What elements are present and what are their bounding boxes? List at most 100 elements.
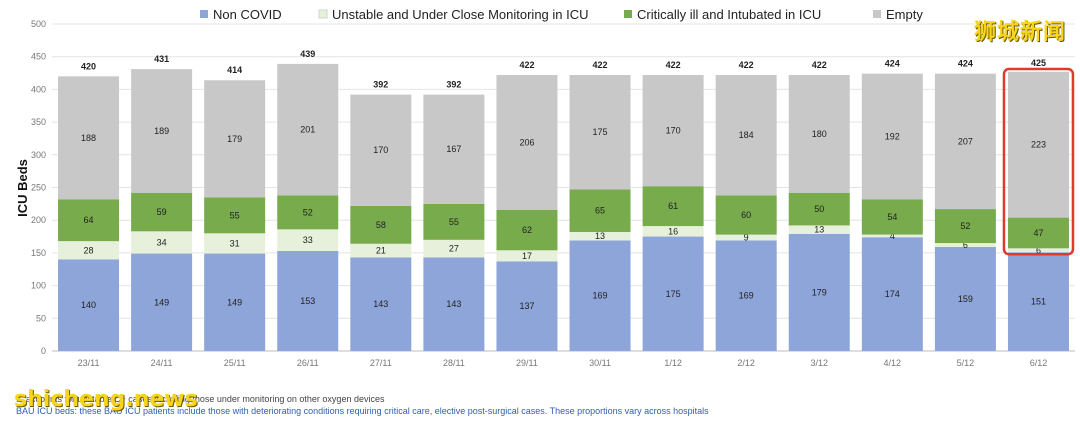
bar-value-label: 33 <box>303 235 313 245</box>
bar-value-label: 9 <box>744 233 749 243</box>
bar-segment <box>715 75 777 196</box>
bar-segment <box>204 197 266 234</box>
bar-value-label: 55 <box>230 210 240 220</box>
bar-value-label: 47 <box>1033 228 1043 238</box>
x-tick-label: 5/12 <box>957 358 975 368</box>
y-axis-title: ICU Beds <box>15 159 30 217</box>
x-tick-label: 28/11 <box>443 358 465 368</box>
x-tick-label: 6/12 <box>1030 358 1048 368</box>
y-tick-label: 100 <box>31 281 46 291</box>
y-tick-label: 250 <box>31 183 46 193</box>
bar-segment <box>788 75 850 193</box>
bar-segment <box>58 76 120 200</box>
bar-value-label: 50 <box>814 204 824 214</box>
bar-total-label: 414 <box>227 65 242 75</box>
bar-value-label: 137 <box>519 301 534 311</box>
y-tick-label: 0 <box>41 346 46 356</box>
bar-value-label: 13 <box>595 231 605 241</box>
bar-value-label: 55 <box>449 217 459 227</box>
y-tick-label: 200 <box>31 215 46 225</box>
x-tick-label: 24/11 <box>151 358 173 368</box>
x-tick-label: 2/12 <box>737 358 755 368</box>
bar-value-label: 59 <box>157 207 167 217</box>
legend-label: Empty <box>886 7 923 22</box>
bars: 1402864188420149345918943114931551794141… <box>58 49 1075 351</box>
bar-value-label: 201 <box>300 125 315 135</box>
legend-swatch <box>873 10 881 18</box>
bar-segment <box>569 240 631 351</box>
bar-value-label: 65 <box>595 206 605 216</box>
bar-value-label: 169 <box>739 291 754 301</box>
bar-segment <box>423 203 485 240</box>
bar-value-label: 149 <box>154 297 169 307</box>
bar-value-label: 167 <box>446 144 461 154</box>
bar-segment <box>58 199 120 242</box>
bar-segment <box>58 241 120 260</box>
bar-value-label: 143 <box>373 299 388 309</box>
bar-value-label: 60 <box>741 210 751 220</box>
bar-value-label: 58 <box>376 220 386 230</box>
bar-total-label: 422 <box>593 60 608 70</box>
bar-segment <box>715 240 777 351</box>
bar-value-label: 6 <box>1036 245 1041 255</box>
bar-value-label: 189 <box>154 126 169 136</box>
bar-segment <box>423 94 485 204</box>
bar-value-label: 27 <box>449 244 459 254</box>
bar-segment <box>569 189 631 232</box>
bar-value-label: 188 <box>81 133 96 143</box>
bar-segment <box>861 234 923 238</box>
bar-segment <box>277 250 339 351</box>
bar-value-label: 151 <box>1031 297 1046 307</box>
bar-total-label: 425 <box>1031 58 1046 68</box>
bar-segment <box>861 237 923 351</box>
bar-value-label: 184 <box>739 130 754 140</box>
bar-value-label: 159 <box>958 294 973 304</box>
bar-segment <box>715 195 777 235</box>
y-tick-label: 300 <box>31 150 46 160</box>
bar-segment <box>350 94 412 206</box>
bar-segment <box>788 192 850 226</box>
bar-value-label: 175 <box>593 127 608 137</box>
bar-segment <box>496 75 558 210</box>
bar-value-label: 143 <box>446 299 461 309</box>
legend-label: Non COVID <box>213 7 282 22</box>
bar-total-label: 424 <box>958 59 973 69</box>
bar-value-label: 192 <box>885 131 900 141</box>
bar-value-label: 28 <box>84 245 94 255</box>
legend-swatch <box>318 9 328 19</box>
bar-segment <box>277 195 339 230</box>
bar-value-label: 64 <box>84 215 94 225</box>
bar-segment <box>131 192 193 232</box>
bar-segment <box>496 209 558 251</box>
bar-value-label: 175 <box>666 289 681 299</box>
y-tick-label: 50 <box>36 313 46 323</box>
bar-segment <box>1007 71 1069 218</box>
bar-value-label: 62 <box>522 225 532 235</box>
bar-value-label: 207 <box>958 136 973 146</box>
bar-total-label: 422 <box>739 60 754 70</box>
bar-value-label: 16 <box>668 226 678 236</box>
highlight-box <box>1002 67 1075 256</box>
bar-segment <box>131 231 193 254</box>
y-tick-label: 450 <box>31 52 46 62</box>
bar-segment <box>1007 248 1069 253</box>
legend-label: Unstable and Under Close Monitoring in I… <box>332 7 589 22</box>
y-tick-label: 400 <box>31 84 46 94</box>
legend-label: Critically ill and Intubated in ICU <box>637 7 821 22</box>
bar-segment <box>569 75 631 190</box>
bar-segment <box>569 231 631 241</box>
watermark-english: shicheng.news <box>14 387 198 412</box>
bar-value-label: 153 <box>300 296 315 306</box>
footnote-oxygen: ... accounts for unstable C+ cases inclu… <box>16 394 385 404</box>
bar-segment <box>788 225 850 234</box>
bar-segment <box>58 259 120 351</box>
bar-total-label: 422 <box>666 60 681 70</box>
bar-segment <box>715 234 777 241</box>
bar-value-label: 17 <box>522 251 532 261</box>
bar-segment <box>350 205 412 244</box>
y-tick-label: 150 <box>31 248 46 258</box>
bar-value-label: 179 <box>227 134 242 144</box>
bar-value-label: 180 <box>812 129 827 139</box>
bar-segment <box>642 75 704 187</box>
